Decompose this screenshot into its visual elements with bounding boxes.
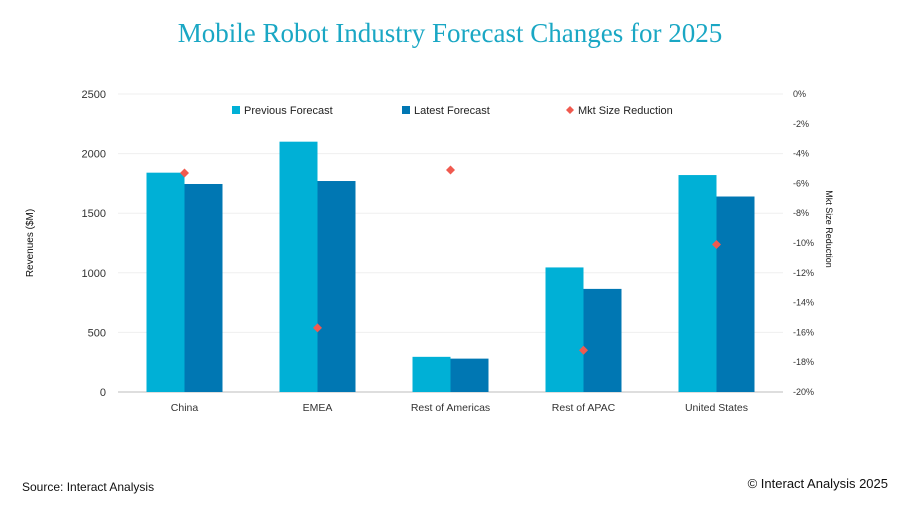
bar-latest-forecast: [450, 358, 489, 392]
legend-swatch-latest-forecast: [402, 106, 410, 114]
bar-latest-forecast: [583, 288, 622, 392]
bar-latest-forecast: [317, 181, 356, 392]
bar-previous-forecast: [146, 172, 185, 392]
bar-previous-forecast: [545, 267, 584, 392]
y-tick-label: 2500: [82, 89, 106, 101]
legend-marker-mkt-size-reduction: [566, 106, 574, 114]
y-tick-label: 1000: [82, 268, 106, 280]
copyright-note: © Interact Analysis 2025: [747, 476, 888, 491]
y2-tick-label: -18%: [793, 357, 814, 367]
reduction-marker: [579, 345, 588, 355]
y2-tick-label: -16%: [793, 327, 814, 337]
bar-latest-forecast: [184, 183, 223, 392]
y-tick-label: 0: [100, 387, 106, 399]
y2-tick-label: -2%: [793, 119, 809, 129]
y-tick-label: 2000: [82, 149, 106, 161]
reduction-marker: [446, 165, 455, 175]
y2-tick-label: -4%: [793, 149, 809, 159]
x-tick-label: EMEA: [303, 402, 333, 414]
bar-previous-forecast: [412, 356, 451, 392]
y2-tick-label: -20%: [793, 387, 814, 397]
x-tick-label: Rest of Americas: [411, 402, 490, 414]
legend-label: Mkt Size Reduction: [578, 105, 673, 117]
legend-label: Previous Forecast: [244, 105, 333, 117]
reduction-marker: [180, 168, 189, 178]
chart-title: Mobile Robot Industry Forecast Changes f…: [177, 18, 723, 48]
y2-tick-label: -8%: [793, 208, 809, 218]
y2-tick-label: 0%: [793, 89, 806, 99]
bar-previous-forecast: [678, 175, 717, 392]
legend-swatch-previous-forecast: [232, 106, 240, 114]
bar-latest-forecast: [716, 196, 755, 392]
bar-previous-forecast: [279, 141, 318, 392]
y2-tick-label: -6%: [793, 178, 809, 188]
source-note: Source: Interact Analysis: [22, 480, 155, 494]
y2-tick-label: -12%: [793, 268, 814, 278]
y2-tick-label: -10%: [793, 238, 814, 248]
y-tick-label: 500: [88, 327, 106, 339]
y-axis-title: Revenues ($M): [25, 209, 36, 277]
x-tick-label: Rest of APAC: [552, 402, 616, 414]
x-tick-label: China: [171, 402, 199, 414]
x-tick-label: United States: [685, 402, 748, 414]
y-tick-label: 1500: [82, 208, 106, 220]
reduction-marker: [313, 323, 322, 333]
legend-label: Latest Forecast: [414, 105, 490, 117]
reduction-marker: [712, 239, 721, 249]
y2-tick-label: -14%: [793, 298, 814, 308]
y2-axis-title: Mkt Size Reduction: [824, 190, 834, 268]
